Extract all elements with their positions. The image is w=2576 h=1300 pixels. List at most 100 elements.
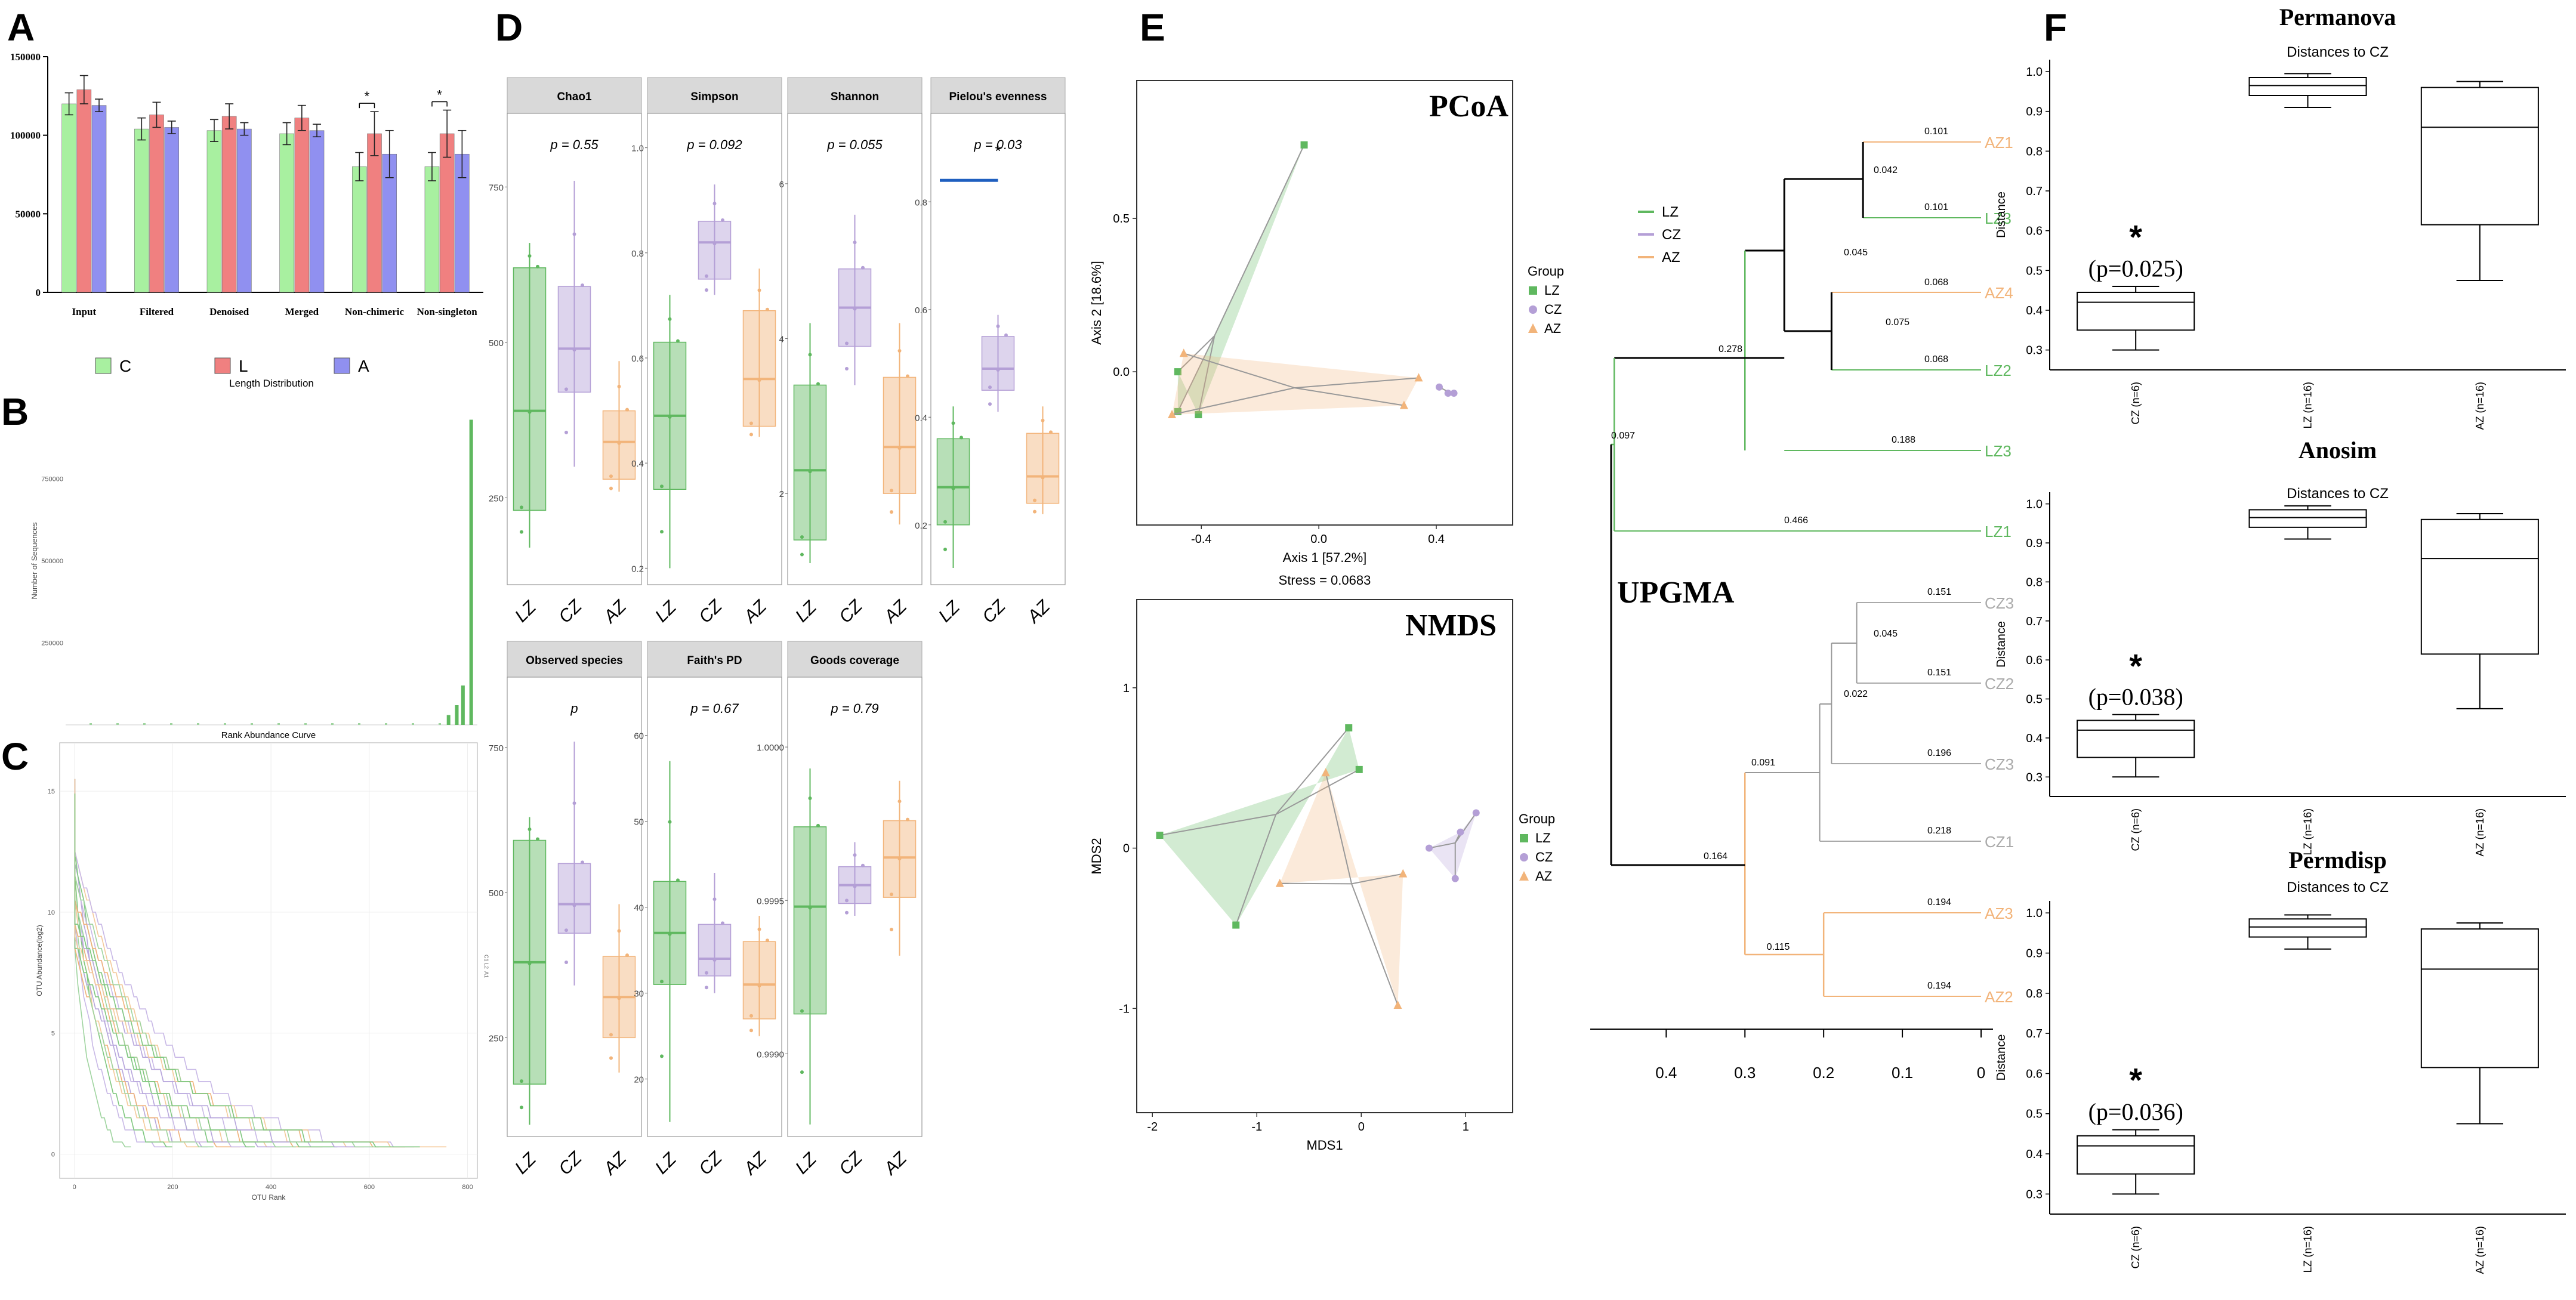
box [2248, 77, 2367, 96]
x-tick-label: LZ (n=16) [2302, 808, 2314, 856]
legend-swatch-L [214, 357, 231, 374]
tip-label: AZ3 [1985, 904, 2013, 922]
data-point [897, 446, 902, 450]
tip-label: LZ3 [1985, 209, 2012, 227]
sig-star: * [2129, 218, 2142, 256]
hull-LZ [1159, 728, 1359, 925]
branch-length-label: 0.151 [1927, 587, 1951, 597]
data-point [943, 547, 947, 551]
data-point [572, 232, 576, 236]
y-axis-label: Distance [1995, 621, 2008, 668]
plot-frame [1136, 80, 1513, 526]
legend-label: LZ [1544, 283, 1560, 298]
x-tick-label: LZ (n=16) [2302, 382, 2314, 429]
bar-L-Filtered [149, 115, 164, 293]
x-tick-label: AZ [739, 596, 771, 628]
bar-A-Denoised [237, 128, 252, 293]
data-point [705, 288, 708, 292]
y-tick-label: 500 [489, 888, 504, 898]
data-point [527, 827, 532, 832]
spider-line [1294, 377, 1419, 389]
box [2077, 1135, 2195, 1175]
spider-line [1294, 387, 1405, 406]
x-tick-label: 400 [266, 1184, 276, 1191]
y-tick-label: -1 [1119, 1002, 1130, 1015]
box [2248, 918, 2367, 938]
panel-label-e: E [1140, 6, 1165, 49]
hull-AZ [1279, 773, 1403, 1005]
data-point [749, 433, 753, 437]
y-axis-label: Number of Sequences [30, 522, 39, 600]
data-point [705, 274, 708, 278]
y-tick-label: 0.3 [2026, 344, 2043, 357]
y-tick-label: 1.0000 [757, 743, 784, 753]
spider-line [1351, 873, 1403, 885]
bar-L-Merged [294, 118, 310, 293]
y-tick-label: 500000 [41, 558, 63, 565]
data-point [890, 928, 893, 931]
y-tick-label: 0.4 [2026, 732, 2043, 745]
box-CZ [698, 221, 732, 280]
data-point [536, 837, 539, 841]
data-point [676, 878, 680, 882]
length-bar-small [143, 723, 146, 725]
y-tick-label: 40 [634, 903, 644, 913]
length-bar-small [358, 723, 360, 725]
y-tick-label: 0.7 [2026, 1027, 2043, 1040]
branch-length-label: 0.068 [1924, 277, 1948, 288]
y-tick-label: 1.0 [2026, 66, 2043, 79]
branch-length-label: 0.151 [1927, 668, 1951, 678]
spider-line [1275, 727, 1350, 815]
sig-star: * [995, 142, 1001, 160]
y-tick-label: 0 [36, 287, 41, 298]
ordination-label: NMDS [1405, 609, 1497, 643]
legend-marker [1528, 323, 1538, 333]
point-AZ [1275, 878, 1284, 887]
p-value: (p=0.025) [2088, 255, 2183, 282]
p-value: p = 0.55 [550, 137, 599, 152]
y-tick-label: 0.5 [2026, 693, 2043, 706]
data-point [988, 402, 992, 406]
length-bar-small [304, 723, 307, 725]
data-point [996, 368, 1000, 372]
data-point [897, 799, 902, 804]
y-tick-label: 0.4 [915, 413, 927, 423]
data-point [890, 510, 893, 514]
plot-frame [59, 742, 478, 1179]
branch-length-label: 0.194 [1927, 981, 1951, 991]
data-point [617, 384, 621, 388]
category-label: Input [72, 306, 97, 317]
x-tick-label: CZ [835, 595, 867, 627]
panel-label-b: B [1, 390, 29, 433]
box [2077, 720, 2195, 758]
data-point [660, 980, 664, 984]
bar-L-Non-singleton [439, 133, 455, 293]
tip-label: CZ2 [1985, 675, 2014, 693]
data-point [705, 971, 708, 975]
y-tick-label: 750000 [41, 476, 63, 483]
y-tick-label: 50000 [16, 208, 41, 220]
branch-length-label: 0.042 [1874, 165, 1898, 175]
y-tick-label: 0 [51, 1151, 55, 1158]
tree-axis-label: 0.1 [1892, 1064, 1913, 1082]
data-point [712, 202, 717, 206]
plot-frame [1136, 599, 1513, 1113]
data-point [816, 382, 820, 386]
y-tick-label: 0 [1123, 842, 1130, 856]
y-tick-label: 0.5 [1113, 212, 1130, 226]
x-tick-label: 0 [73, 1184, 76, 1191]
y-tick-label: 5 [51, 1030, 55, 1037]
tip-label: LZ1 [1985, 523, 2012, 541]
x-tick-label: AZ (n=16) [2474, 382, 2486, 430]
data-point [853, 853, 857, 857]
y-axis-label: OTU Abundance(log2) [35, 925, 44, 996]
x-tick-label: AZ [599, 596, 631, 628]
data-point [564, 387, 568, 391]
data-point [668, 820, 672, 824]
panel-e-pcoa: -0.4 0.0 0.4 0.0 0.5 Axis 1 [57.2%] Axis 2 [18… [1089, 80, 1564, 588]
y-tick-label: 250 [489, 494, 504, 504]
y-tick-label: 0.4 [2026, 1148, 2043, 1161]
panel-e-upgma-tree: 0.101 0.042 0.101 0.045 0.068 0.075 0.068 0.278… [1590, 126, 2014, 1082]
point-AZ [1399, 400, 1408, 409]
